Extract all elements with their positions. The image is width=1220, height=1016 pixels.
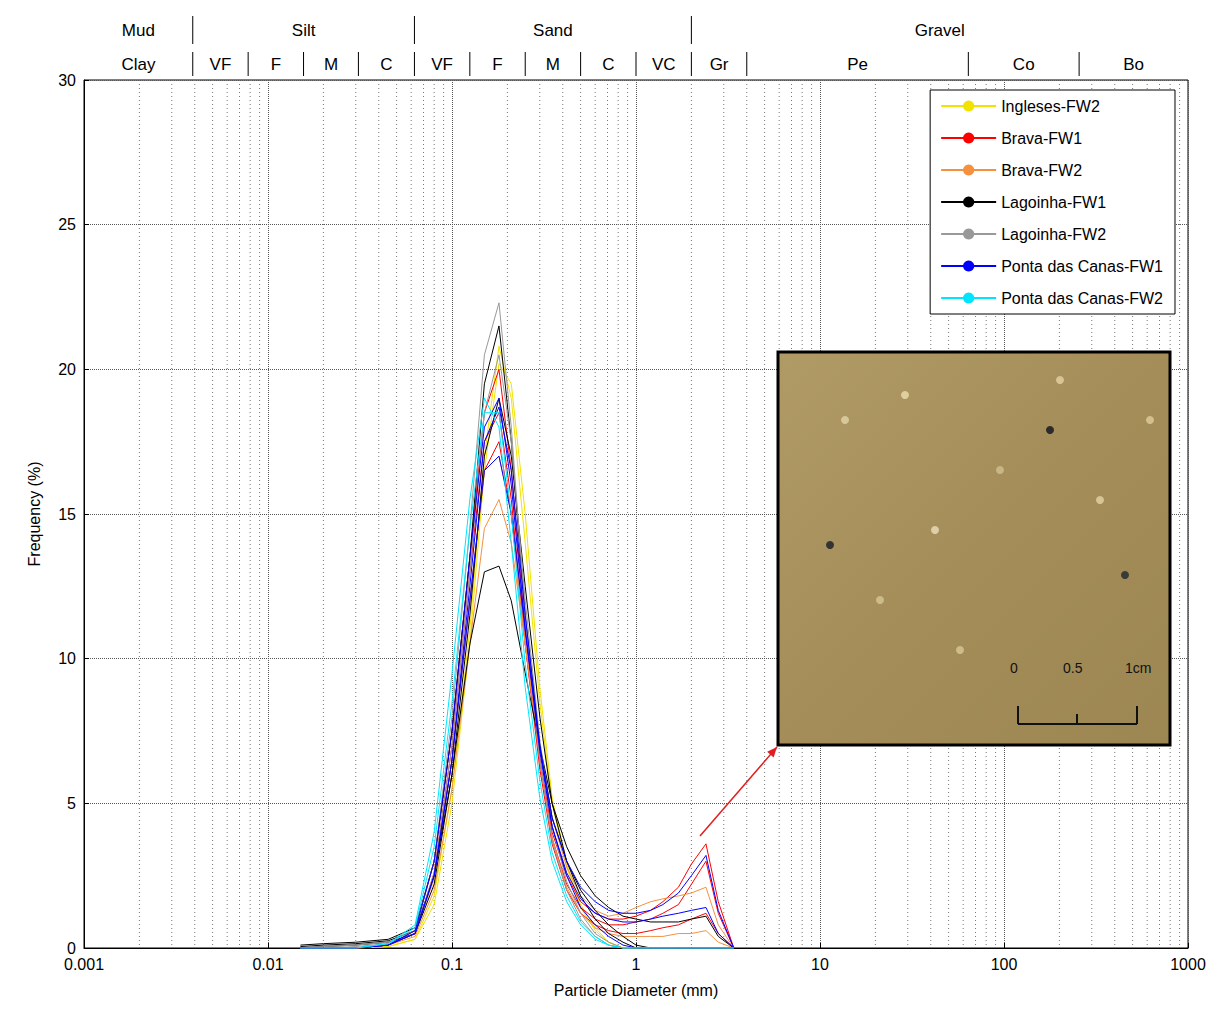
svg-text:Clay: Clay	[121, 55, 156, 74]
svg-text:Gr: Gr	[710, 55, 729, 74]
svg-text:1cm: 1cm	[1125, 660, 1151, 676]
svg-text:Particle Diameter (mm): Particle Diameter (mm)	[554, 982, 718, 999]
svg-text:10: 10	[58, 650, 76, 667]
svg-text:VC: VC	[652, 55, 676, 74]
svg-text:25: 25	[58, 216, 76, 233]
svg-text:1000: 1000	[1170, 956, 1206, 973]
svg-text:10: 10	[811, 956, 829, 973]
svg-text:Brava-FW2: Brava-FW2	[1001, 162, 1082, 179]
svg-text:M: M	[546, 55, 560, 74]
svg-text:C: C	[380, 55, 392, 74]
svg-text:Pe: Pe	[847, 55, 868, 74]
svg-text:5: 5	[67, 795, 76, 812]
svg-text:100: 100	[991, 956, 1018, 973]
svg-text:Ponta das Canas-FW2: Ponta das Canas-FW2	[1001, 290, 1163, 307]
svg-text:30: 30	[58, 72, 76, 89]
svg-text:Ingleses-FW2: Ingleses-FW2	[1001, 98, 1100, 115]
svg-text:Lagoinha-FW2: Lagoinha-FW2	[1001, 226, 1106, 243]
svg-text:Frequency (%): Frequency (%)	[26, 462, 43, 567]
svg-text:VF: VF	[210, 55, 232, 74]
svg-text:F: F	[492, 55, 502, 74]
svg-text:0.1: 0.1	[441, 956, 463, 973]
svg-text:Co: Co	[1013, 55, 1035, 74]
svg-text:0: 0	[1010, 660, 1018, 676]
svg-text:Brava-FW1: Brava-FW1	[1001, 130, 1082, 147]
svg-text:VF: VF	[431, 55, 453, 74]
svg-text:0.001: 0.001	[64, 956, 104, 973]
svg-text:0: 0	[67, 940, 76, 957]
svg-text:Lagoinha-FW1: Lagoinha-FW1	[1001, 194, 1106, 211]
svg-text:Gravel: Gravel	[915, 21, 965, 40]
svg-text:C: C	[602, 55, 614, 74]
svg-text:15: 15	[58, 506, 76, 523]
svg-text:0.5: 0.5	[1063, 660, 1083, 676]
svg-text:0.01: 0.01	[252, 956, 283, 973]
svg-text:Silt: Silt	[292, 21, 316, 40]
svg-text:20: 20	[58, 361, 76, 378]
svg-text:Bo: Bo	[1123, 55, 1144, 74]
svg-text:F: F	[271, 55, 281, 74]
svg-text:Mud: Mud	[122, 21, 155, 40]
svg-text:Sand: Sand	[533, 21, 573, 40]
svg-text:1: 1	[632, 956, 641, 973]
svg-text:M: M	[324, 55, 338, 74]
svg-text:Ponta das Canas-FW1: Ponta das Canas-FW1	[1001, 258, 1163, 275]
